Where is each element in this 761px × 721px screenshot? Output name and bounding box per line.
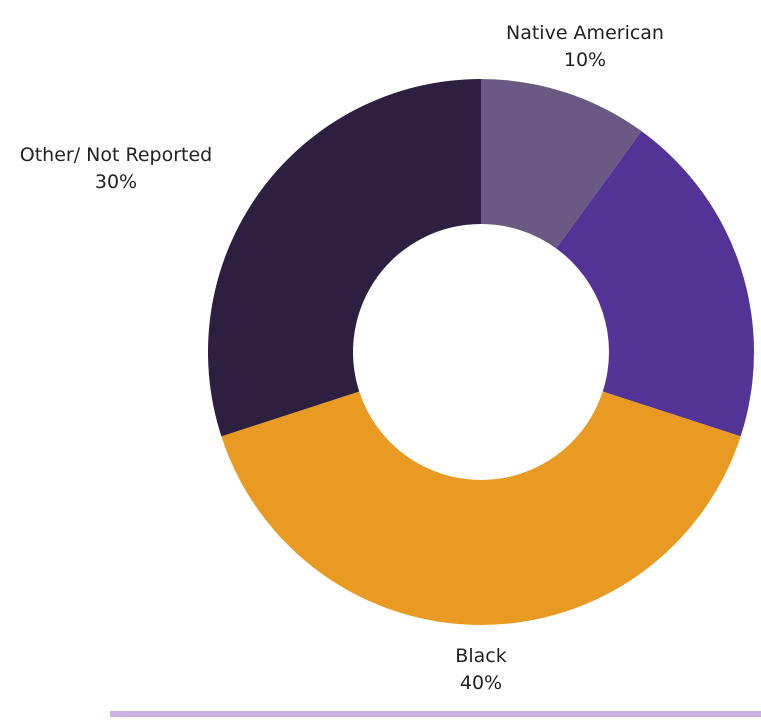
slice-label-other-not-reported-name: Other/ Not Reported: [19, 144, 213, 166]
donut-slice-other-not-reported: [207, 79, 481, 437]
slice-label-black-value: 40%: [459, 672, 503, 694]
slice-label-native-american: Native American 10%: [460, 20, 710, 74]
slice-label-black: Black 40%: [381, 643, 581, 697]
bottom-divider: [110, 711, 761, 717]
slice-label-black-name: Black: [455, 645, 507, 667]
slice-label-native-american-name: Native American: [506, 22, 664, 44]
donut-slice-native-american: [481, 79, 642, 249]
slice-label-other-not-reported: Other/ Not Reported 30%: [0, 142, 232, 196]
donut-slice-black: [221, 391, 741, 625]
slice-label-other-not-reported-value: 30%: [94, 171, 138, 193]
donut-slice-unlabeled-1: [556, 131, 754, 437]
slice-label-native-american-value: 10%: [563, 49, 607, 71]
